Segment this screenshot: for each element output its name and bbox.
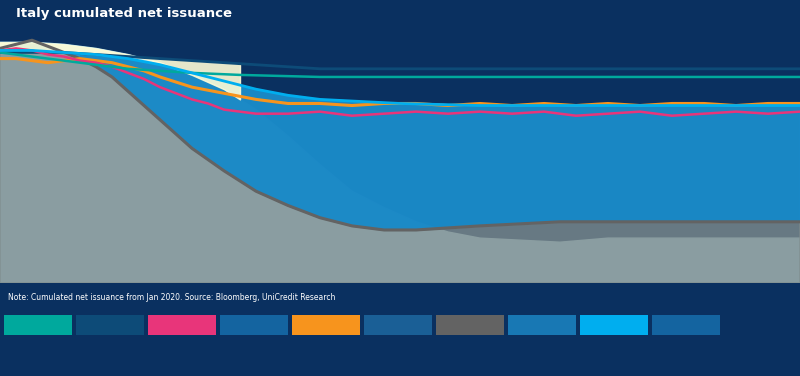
Bar	[76, 315, 144, 335]
Bar	[508, 315, 576, 335]
Bar	[652, 315, 720, 335]
Bar	[4, 315, 72, 335]
Text: Note: Cumulated net issuance from Jan 2020. Source: Bloomberg, UniCredit Researc: Note: Cumulated net issuance from Jan 20…	[8, 293, 335, 302]
Bar	[724, 315, 792, 335]
Bar	[220, 315, 288, 335]
Bar	[148, 315, 216, 335]
Bar	[292, 315, 360, 335]
Bar	[436, 315, 504, 335]
Bar	[364, 315, 432, 335]
Bar	[580, 315, 648, 335]
Text: Italy cumulated net issuance: Italy cumulated net issuance	[16, 7, 232, 20]
